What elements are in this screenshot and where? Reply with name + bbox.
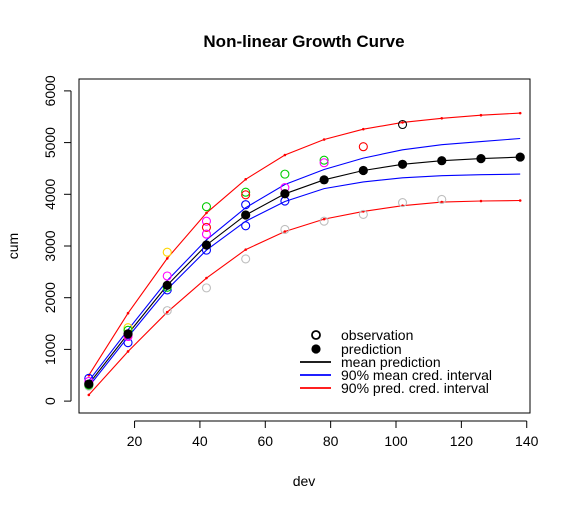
observation-point: [241, 190, 251, 200]
observation-point: [280, 224, 290, 235]
legend-label-90-mean-cred-interval: 90% mean cred. interval: [341, 367, 492, 383]
series-line-90-mean-cred-interval-lower: [88, 173, 521, 387]
observation-point: [162, 306, 172, 316]
observation-point: [201, 283, 212, 293]
series-point-90-pred-cred-interval-lower: [440, 200, 444, 204]
series-point-90-pred-cred-interval-upper: [205, 211, 208, 215]
observation-point: [201, 229, 212, 239]
legend-key-observation: [311, 330, 321, 340]
x-axis: 20 40 60 80 100 120 140: [127, 420, 539, 449]
x-axis-label: dev: [293, 473, 316, 489]
legend-label-90-pred-cred-interval: 90% pred. cred. interval: [341, 380, 489, 396]
series-point-90-pred-cred-interval-lower: [126, 350, 130, 353]
prediction-point: [437, 156, 447, 166]
series-line-90-pred-cred-interval-lower: [88, 199, 521, 396]
y-tick-label: 6000: [42, 75, 58, 106]
prediction-point: [162, 280, 172, 290]
observation-point: [123, 338, 133, 348]
y-tick-label: 4000: [42, 179, 58, 210]
prediction-point: [280, 189, 290, 199]
x-tick-label: 100: [384, 433, 408, 449]
observation-point: [397, 119, 408, 130]
x-tick-label: 80: [323, 433, 339, 449]
observation-point: [358, 142, 368, 152]
y-axis: 0 1000 2000 3000 4000 5000 6000: [42, 75, 72, 405]
observation-point: [201, 202, 212, 212]
observation-point: [241, 187, 251, 197]
series-point-90-pred-cred-interval-lower: [283, 230, 287, 233]
y-tick-label: 1000: [42, 334, 58, 365]
series-point-90-pred-cred-interval-upper: [479, 113, 483, 117]
prediction-point: [515, 152, 525, 162]
plot-frame: [78, 78, 531, 414]
series-point-90-pred-cred-interval-lower: [518, 199, 522, 202]
series-point-90-pred-cred-interval-upper: [244, 178, 247, 181]
observation-point: [241, 221, 251, 231]
y-tick-label: 0: [42, 397, 58, 405]
x-tick-label: 120: [450, 433, 474, 449]
y-tick-label: 5000: [42, 127, 58, 158]
observation-point: [319, 216, 329, 226]
prediction-point: [123, 329, 133, 339]
series-point-90-pred-cred-interval-upper: [518, 111, 522, 115]
x-tick-label: 60: [257, 433, 273, 449]
predictions-layer: [84, 152, 525, 389]
series-point-90-pred-cred-interval-lower: [165, 310, 169, 314]
observation-point: [319, 158, 329, 168]
chart-title: Non-linear Growth Curve: [203, 32, 404, 51]
observation-point: [162, 247, 172, 257]
observation-point: [280, 169, 290, 179]
observation-point: [201, 216, 212, 226]
prediction-point: [358, 165, 368, 176]
observation-point: [358, 209, 368, 220]
observation-point: [162, 271, 172, 281]
y-tick-label: 2000: [42, 282, 58, 313]
prediction-point: [201, 240, 212, 250]
y-axis-label: cum: [5, 233, 21, 259]
observation-point: [319, 155, 329, 165]
series-point-90-pred-cred-interval-upper: [401, 121, 404, 124]
legend-label-prediction: prediction: [341, 341, 402, 357]
observation-point: [201, 222, 212, 232]
series-layer: [87, 111, 522, 397]
prediction-point: [241, 210, 251, 220]
series-line-mean-prediction: [88, 156, 521, 385]
series-point-90-pred-cred-interval-upper: [165, 257, 169, 260]
series-point-90-pred-cred-interval-lower: [205, 276, 208, 280]
series-point-90-pred-cred-interval-lower: [322, 217, 326, 221]
prediction-point: [397, 159, 408, 169]
legend-label-mean-prediction: mean prediction: [341, 354, 441, 370]
legend-label-observation: observation: [341, 327, 413, 343]
series-point-90-pred-cred-interval-upper: [283, 153, 287, 157]
legend-key-prediction: [311, 344, 321, 354]
series-point-90-pred-cred-interval-upper: [322, 138, 326, 141]
x-tick-label: 140: [515, 433, 539, 449]
series-point-90-pred-cred-interval-lower: [87, 393, 91, 397]
series-line-90-mean-cred-interval-upper: [88, 137, 521, 382]
y-tick-label: 3000: [42, 230, 58, 261]
x-tick-label: 40: [192, 433, 208, 449]
series-point-90-pred-cred-interval-upper: [440, 116, 444, 120]
observation-point: [397, 198, 408, 208]
series-point-90-pred-cred-interval-lower: [479, 199, 483, 203]
prediction-point: [84, 379, 94, 389]
series-point-90-pred-cred-interval-upper: [362, 127, 365, 131]
prediction-point: [319, 175, 329, 185]
observation-point: [241, 254, 251, 264]
x-tick-label: 20: [127, 433, 143, 449]
prediction-point: [476, 154, 486, 164]
series-line-90-pred-cred-interval-upper: [88, 112, 521, 376]
series-point-90-pred-cred-interval-upper: [126, 311, 130, 315]
observation-point: [437, 194, 447, 205]
series-point-90-pred-cred-interval-lower: [244, 248, 247, 251]
observation-point: [241, 200, 251, 210]
